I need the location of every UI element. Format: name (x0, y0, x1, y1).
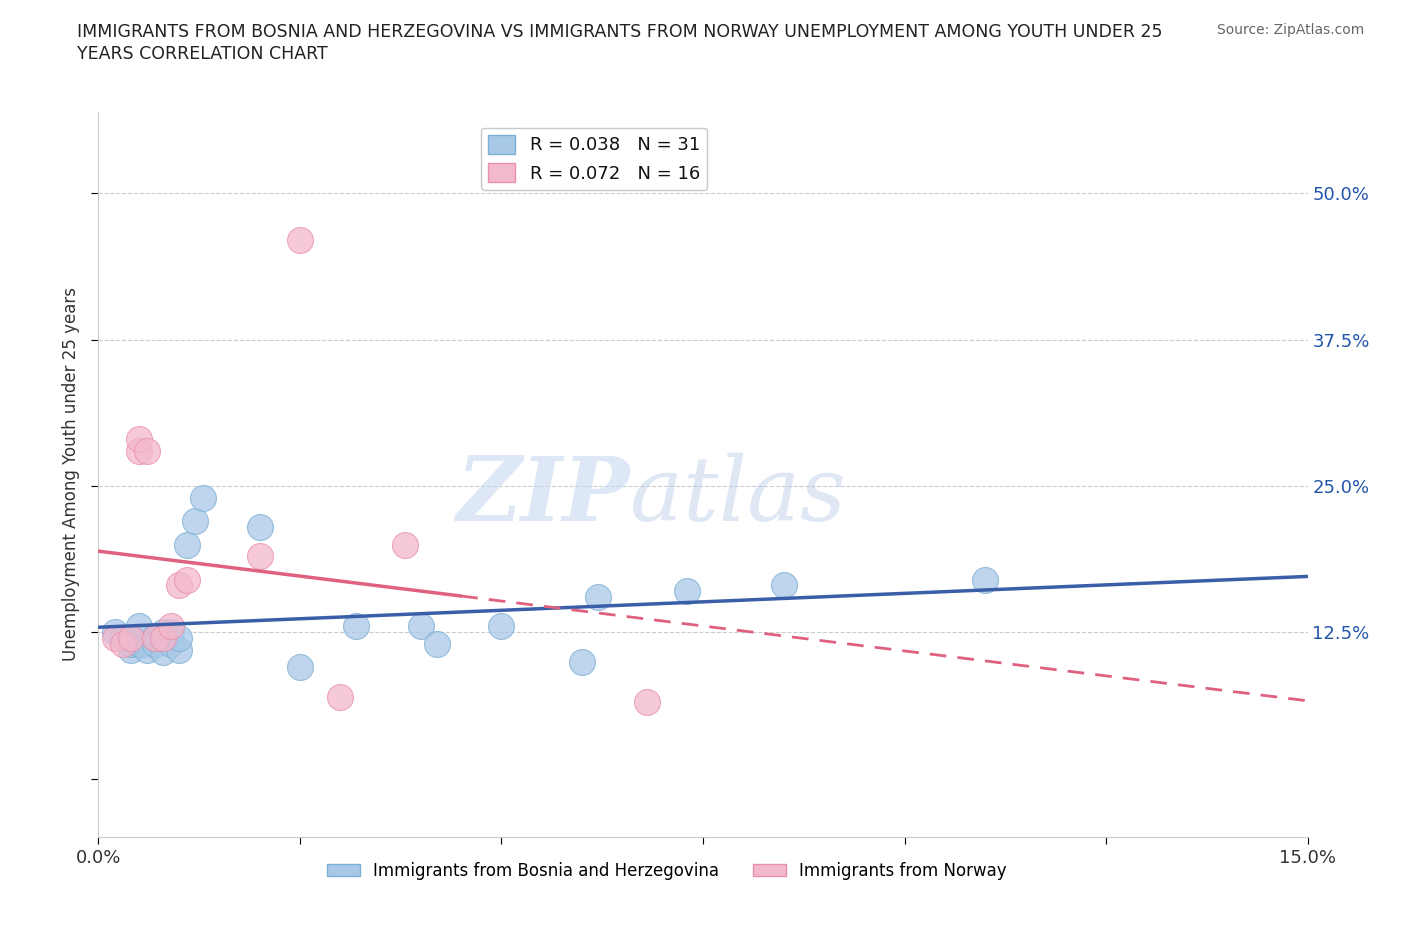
Point (160, 625, 183, 640)
Point (167, 643, 190, 658)
Point (160, 619, 183, 634)
Point (143, 631, 166, 645)
Point (249, 549, 271, 564)
Point (193, 490, 215, 505)
Point (491, 619, 513, 634)
Text: atlas: atlas (630, 453, 846, 539)
Point (571, 654, 593, 669)
Point (636, 695, 658, 710)
Point (152, 644, 174, 659)
Point (128, 432, 150, 446)
Point (344, 619, 367, 634)
Point (120, 643, 142, 658)
Text: YEARS CORRELATION CHART: YEARS CORRELATION CHART (77, 45, 328, 62)
Point (135, 636, 157, 651)
Point (152, 625, 174, 640)
Point (184, 513, 207, 528)
Point (249, 520, 271, 535)
Text: ZIP: ZIP (457, 453, 630, 539)
Y-axis label: Unemployment Among Youth under 25 years: Unemployment Among Youth under 25 years (62, 287, 80, 661)
Point (586, 590, 609, 604)
Point (974, 572, 997, 587)
Point (111, 636, 134, 651)
Text: Source: ZipAtlas.com: Source: ZipAtlas.com (1216, 23, 1364, 37)
Point (103, 631, 125, 645)
Point (128, 631, 150, 645)
Point (128, 636, 150, 651)
Point (167, 631, 190, 645)
Point (111, 631, 134, 645)
Point (143, 631, 166, 645)
Point (394, 537, 416, 551)
Point (152, 631, 174, 645)
Point (135, 444, 157, 458)
Point (772, 578, 794, 593)
Text: IMMIGRANTS FROM BOSNIA AND HERZEGOVINA VS IMMIGRANTS FROM NORWAY UNEMPLOYMENT AM: IMMIGRANTS FROM BOSNIA AND HERZEGOVINA V… (77, 23, 1163, 41)
Legend: Immigrants from Bosnia and Herzegovina, Immigrants from Norway: Immigrants from Bosnia and Herzegovina, … (321, 856, 1014, 886)
Point (426, 636, 449, 651)
Point (143, 636, 166, 651)
Point (176, 572, 198, 587)
Point (135, 643, 157, 658)
Point (288, 660, 311, 675)
Point (329, 689, 352, 704)
Point (167, 578, 190, 593)
Point (676, 584, 699, 599)
Point (128, 619, 150, 634)
Point (120, 636, 142, 651)
Point (103, 625, 125, 640)
Point (160, 636, 183, 651)
Point (128, 444, 150, 458)
Point (409, 619, 432, 634)
Point (288, 232, 311, 247)
Point (120, 631, 142, 645)
Point (176, 537, 198, 551)
